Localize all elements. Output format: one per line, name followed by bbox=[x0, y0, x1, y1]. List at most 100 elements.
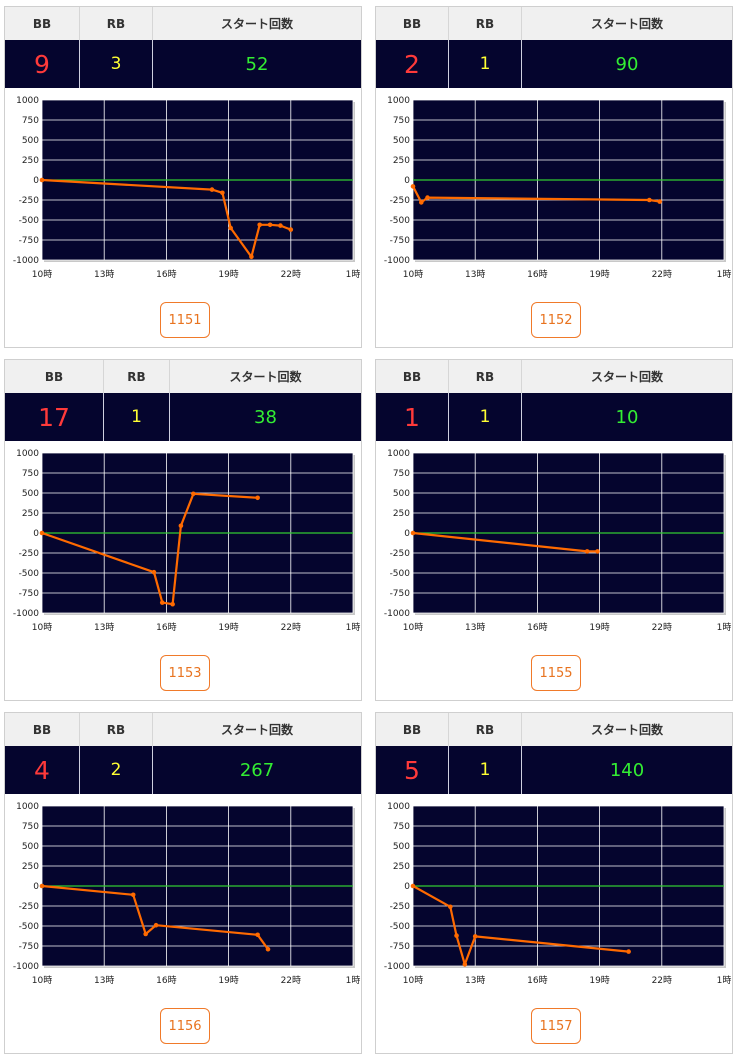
start-count: 52 bbox=[245, 53, 269, 75]
y-tick-label: -750 bbox=[390, 236, 411, 246]
bb-header: BB bbox=[5, 7, 80, 40]
y-tick-label: 750 bbox=[22, 469, 39, 479]
bb-header: BB bbox=[376, 360, 449, 393]
data-point bbox=[255, 932, 260, 938]
data-point bbox=[178, 523, 184, 529]
rb-header: RB bbox=[104, 360, 170, 393]
machine-panel: BB RB スタート回数 2 1 90 1000 750 500 250 0 -250 -5… bbox=[375, 6, 733, 348]
data-point bbox=[410, 184, 416, 189]
start-count: 10 bbox=[615, 406, 639, 428]
bb-header: BB bbox=[376, 713, 449, 746]
x-tick-label: 19時 bbox=[218, 975, 238, 986]
start-count: 38 bbox=[254, 406, 277, 428]
x-tick-label: 22時 bbox=[281, 269, 301, 280]
bb-header: BB bbox=[5, 360, 104, 393]
y-tick-label: -1000 bbox=[384, 962, 410, 972]
machine-number-button[interactable]: 1152 bbox=[531, 302, 581, 338]
rb-header: RB bbox=[449, 713, 522, 746]
stats-table: BB RB スタート回数 17 1 38 bbox=[5, 360, 361, 442]
x-tick-label: 16時 bbox=[156, 622, 176, 633]
x-tick-label: 13時 bbox=[94, 622, 114, 633]
data-point bbox=[454, 933, 459, 938]
y-tick-label: -750 bbox=[390, 589, 411, 599]
y-tick-label: -1000 bbox=[384, 256, 410, 266]
data-point bbox=[255, 495, 260, 501]
rb-count: 3 bbox=[80, 40, 153, 88]
y-tick-label: -250 bbox=[19, 902, 40, 912]
start-count: 90 bbox=[615, 53, 639, 75]
y-tick-label: 0 bbox=[33, 882, 39, 892]
medal-graph: 1000 750 500 250 0 -250 -500 -750 -1000 10時 13時 16時… bbox=[13, 449, 361, 633]
medal-graph: 1000 750 500 250 0 -250 -500 -750 -1000 10時 13時 16時… bbox=[13, 802, 361, 986]
medal-graph: 1000 750 500 250 0 -250 -500 -750 -1000 10時 13時 16時… bbox=[13, 96, 361, 280]
stats-value-row: 4 2 267 bbox=[5, 746, 361, 794]
start-count-header: スタート回数 bbox=[590, 17, 663, 31]
x-tick-label: 1時 bbox=[346, 622, 361, 633]
y-tick-label: -1000 bbox=[13, 609, 39, 619]
machine-number-button[interactable]: 1151 bbox=[160, 302, 210, 338]
stats-header-row: BB RB スタート回数 bbox=[5, 7, 361, 40]
bb-count: 4 bbox=[5, 746, 80, 794]
data-point bbox=[657, 199, 663, 204]
bb-count: 17 bbox=[5, 393, 104, 441]
y-tick-label: 250 bbox=[393, 509, 410, 519]
series-line bbox=[412, 885, 629, 966]
series-line bbox=[41, 884, 269, 950]
x-tick-label: 13時 bbox=[465, 975, 485, 986]
data-point bbox=[228, 225, 233, 231]
stats-value-row: 17 1 38 bbox=[5, 393, 361, 441]
y-tick-label: 500 bbox=[393, 842, 410, 852]
x-tick-label: 22時 bbox=[281, 622, 301, 633]
y-tick-label: 500 bbox=[22, 489, 39, 499]
stats-table: BB RB スタート回数 1 1 10 bbox=[376, 360, 732, 442]
rb-header: RB bbox=[80, 7, 153, 40]
machine-number-button[interactable]: 1156 bbox=[160, 1008, 210, 1044]
machine-panel: BB RB スタート回数 17 1 38 1000 750 500 250 0 -250 -… bbox=[4, 359, 362, 701]
stats-header-row: BB RB スタート回数 bbox=[5, 713, 361, 746]
x-tick-label: 16時 bbox=[156, 975, 176, 986]
y-tick-label: 1000 bbox=[387, 802, 410, 812]
y-tick-label: -500 bbox=[390, 922, 411, 932]
data-point bbox=[410, 530, 416, 536]
data-point bbox=[448, 904, 453, 910]
x-tick-label: 10時 bbox=[403, 975, 423, 986]
y-tick-label: 1000 bbox=[16, 96, 39, 106]
y-tick-label: -500 bbox=[390, 569, 411, 579]
machine-number-button[interactable]: 1157 bbox=[531, 1008, 581, 1044]
x-tick-label: 1時 bbox=[717, 269, 732, 280]
y-tick-label: -500 bbox=[19, 569, 40, 579]
medal-graph: 1000 750 500 250 0 -250 -500 -750 -1000 10時 13時 16時… bbox=[384, 96, 732, 280]
y-tick-label: 1000 bbox=[387, 449, 410, 459]
stats-table: BB RB スタート回数 9 3 52 bbox=[5, 7, 361, 89]
y-tick-label: -1000 bbox=[384, 609, 410, 619]
medal-graph: 1000 750 500 250 0 -250 -500 -750 -1000 10時 13時 16時… bbox=[384, 802, 732, 986]
data-point bbox=[39, 177, 45, 183]
data-point bbox=[220, 190, 225, 196]
y-tick-label: -250 bbox=[390, 549, 411, 559]
x-tick-label: 22時 bbox=[652, 622, 672, 633]
data-point bbox=[153, 922, 159, 928]
stats-header-row: BB RB スタート回数 bbox=[376, 713, 732, 746]
rb-count: 1 bbox=[104, 393, 170, 441]
bb-count: 5 bbox=[376, 746, 449, 794]
start-count-header: スタート回数 bbox=[220, 723, 293, 737]
y-tick-label: 250 bbox=[22, 862, 39, 872]
data-point bbox=[39, 530, 45, 536]
stats-header-row: BB RB スタート回数 bbox=[376, 360, 732, 393]
rb-header: RB bbox=[449, 7, 522, 40]
data-point bbox=[257, 222, 262, 228]
x-tick-label: 13時 bbox=[465, 269, 485, 280]
data-point bbox=[595, 549, 600, 554]
y-tick-label: 0 bbox=[33, 529, 39, 539]
machine-number-button[interactable]: 1155 bbox=[531, 655, 581, 691]
y-tick-label: 0 bbox=[404, 529, 410, 539]
y-tick-label: 500 bbox=[22, 842, 39, 852]
y-tick-label: -250 bbox=[390, 902, 411, 912]
x-tick-label: 19時 bbox=[218, 269, 238, 280]
y-tick-label: -500 bbox=[390, 216, 411, 226]
start-count: 267 bbox=[239, 759, 275, 781]
machine-number-button[interactable]: 1153 bbox=[160, 655, 210, 691]
rb-count: 2 bbox=[80, 746, 153, 794]
bb-header: BB bbox=[376, 7, 449, 40]
rb-header: RB bbox=[449, 360, 522, 393]
